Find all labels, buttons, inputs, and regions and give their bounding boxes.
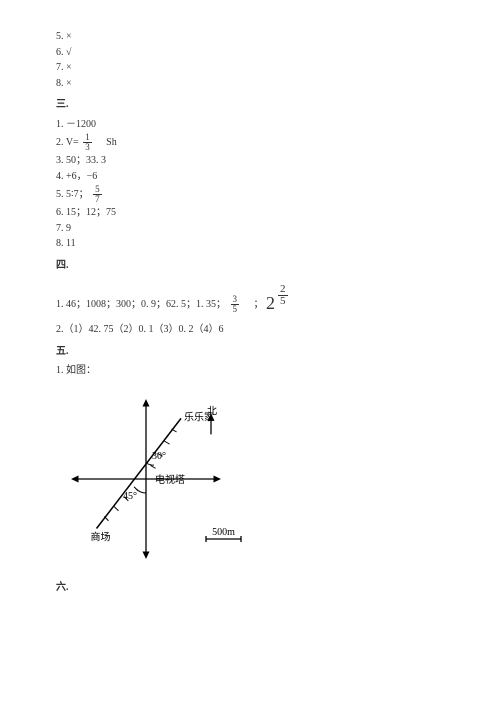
mixed-2-2-5: 225 bbox=[266, 296, 290, 311]
section-a-remainder: 5. × 6. √ 7. × 8. × bbox=[56, 30, 444, 90]
item-8: 8. × bbox=[56, 77, 444, 91]
mark: × bbox=[66, 78, 72, 89]
s3-4: 4. +6，−6 bbox=[56, 170, 444, 184]
svg-text:30°: 30° bbox=[152, 451, 166, 462]
item-7: 7. × bbox=[56, 61, 444, 75]
s3-6: 6. 15；12；75 bbox=[56, 206, 444, 220]
txt: Sh bbox=[96, 137, 117, 148]
s3-2: 2. V= 13 Sh bbox=[56, 133, 444, 152]
svg-text:北: 北 bbox=[207, 405, 217, 417]
fraction-3-5: 35 bbox=[231, 295, 240, 314]
section-3: 1. －1200 2. V= 13 Sh 3. 50；33. 3 4. +6，−… bbox=[56, 118, 444, 251]
txt: 5. 5∶7； bbox=[56, 189, 89, 200]
section-5-heading: 五. bbox=[56, 345, 444, 359]
whole: 2 bbox=[266, 293, 275, 313]
den: 5 bbox=[231, 305, 240, 314]
s4-2: 2.（1）42. 75（2）0. 1（3）0. 2（4）6 bbox=[56, 323, 444, 337]
svg-text:500m: 500m bbox=[212, 527, 235, 538]
num: 7 bbox=[56, 62, 61, 73]
fraction-1-3: 13 bbox=[83, 133, 92, 152]
s3-8: 8. 11 bbox=[56, 237, 444, 251]
svg-text:电视塔: 电视塔 bbox=[155, 473, 185, 486]
s4-1: 1. 46；1008；300；0. 9；62. 5；1. 35； 35 ； 22… bbox=[56, 284, 444, 315]
s3-3: 3. 50；33. 3 bbox=[56, 154, 444, 168]
mark: √ bbox=[66, 47, 72, 58]
s3-1: 1. －1200 bbox=[56, 118, 444, 132]
num: 5 bbox=[56, 31, 61, 42]
den: 7 bbox=[93, 195, 102, 204]
s3-7: 7. 9 bbox=[56, 222, 444, 236]
svg-text:45°: 45° bbox=[123, 491, 137, 502]
svg-text:商场: 商场 bbox=[91, 530, 111, 543]
item-6: 6. √ bbox=[56, 46, 444, 60]
direction-diagram: 30°45°乐乐家电视塔商场北500m bbox=[56, 384, 256, 564]
den: 5 bbox=[278, 296, 288, 307]
txt: 2. V= bbox=[56, 137, 79, 148]
diagram-container: 30°45°乐乐家电视塔商场北500m bbox=[56, 384, 444, 567]
den: 3 bbox=[83, 143, 92, 152]
txt: ； bbox=[244, 299, 264, 310]
item-5: 5. × bbox=[56, 30, 444, 44]
s5-1: 1. 如图： bbox=[56, 364, 444, 378]
s3-5: 5. 5∶7； 57 bbox=[56, 185, 444, 204]
section-3-heading: 三. bbox=[56, 98, 444, 112]
mark: × bbox=[66, 31, 72, 42]
mark: × bbox=[66, 62, 72, 73]
section-4-heading: 四. bbox=[56, 259, 444, 273]
num: 8 bbox=[56, 78, 61, 89]
num: 6 bbox=[56, 47, 61, 58]
txt: 1. 46；1008；300；0. 9；62. 5；1. 35； bbox=[56, 299, 226, 310]
section-4: 1. 46；1008；300；0. 9；62. 5；1. 35； 35 ； 22… bbox=[56, 278, 444, 337]
section-6-heading: 六. bbox=[56, 581, 444, 595]
fraction-5-7: 57 bbox=[93, 185, 102, 204]
page: 5. × 6. √ 7. × 8. × 三. 1. －1200 2. V= 13… bbox=[0, 0, 500, 620]
